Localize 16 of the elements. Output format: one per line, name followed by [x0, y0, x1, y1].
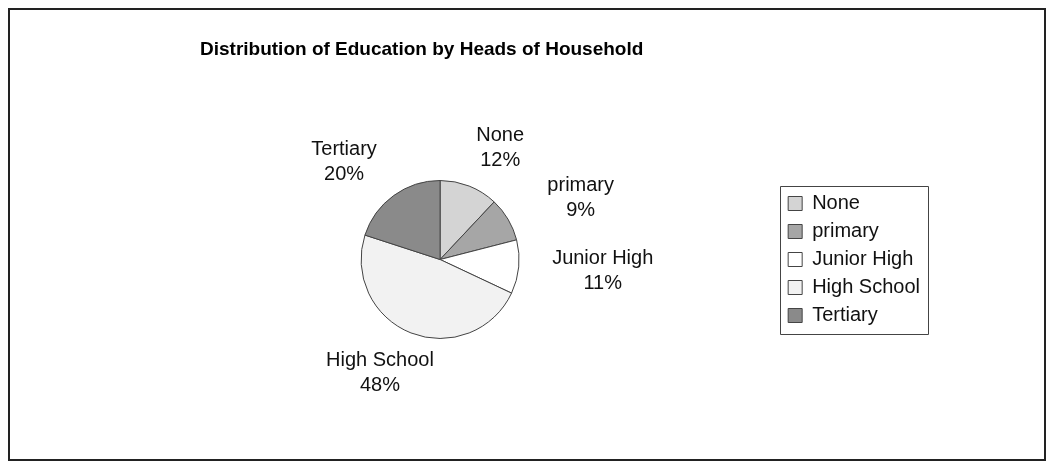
- data-label: 20%: [324, 162, 365, 185]
- slice-label: High School: [326, 347, 434, 370]
- legend-label: None: [812, 191, 860, 214]
- slice-label: None: [476, 122, 525, 145]
- legend-label: primary: [812, 219, 879, 242]
- data-label: 48%: [359, 372, 401, 395]
- legend-label: Tertiary: [812, 303, 878, 326]
- slice-label: primary: [547, 173, 615, 196]
- slice-label: Tertiary: [311, 137, 377, 160]
- slice-label: Junior High: [552, 246, 654, 269]
- legend-label: High School: [812, 275, 920, 298]
- data-label: 11%: [583, 271, 623, 294]
- chart-title: Distribution of Education by Heads of Household: [200, 38, 644, 60]
- legend-label: Junior High: [812, 247, 914, 270]
- data-label: 12%: [480, 147, 521, 170]
- data-label: 9%: [566, 198, 596, 221]
